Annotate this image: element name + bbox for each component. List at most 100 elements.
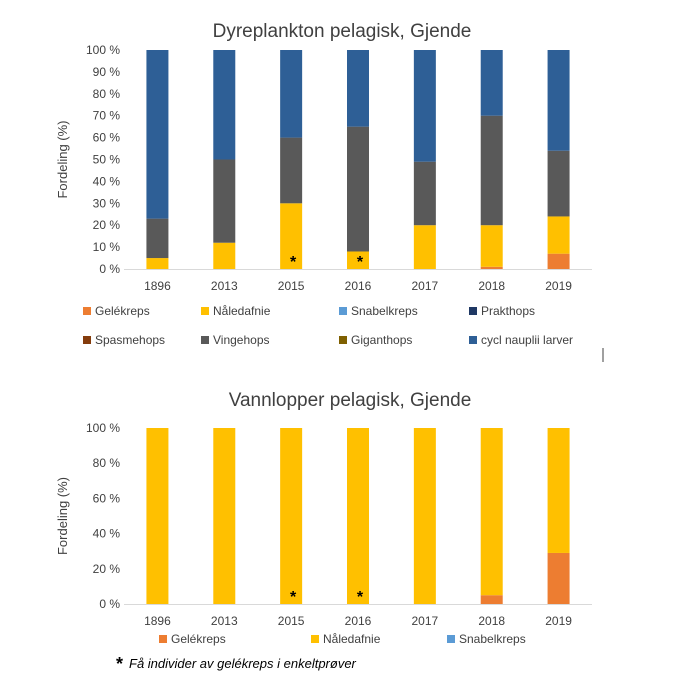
legend-label: Gelékreps [95,304,150,318]
bar-cycl-nauplii-larver-2017 [413,50,436,162]
bar-naledafnie-2013 [213,428,236,604]
footnote: * Få individer av gelékreps i enkeltprøv… [116,654,357,674]
bar-gelekreps-2018 [480,266,503,269]
x-tick-label: 2016 [345,614,372,628]
bar-naledafnie-2015 [280,203,303,269]
footnote-text: Få individer av gelékreps i enkeltprøver [129,656,357,671]
footnote-star: * [116,654,123,674]
bar-cycl-nauplii-larver-2015 [280,50,303,138]
x-tick-label: 2017 [412,614,439,628]
legend-swatch [339,307,347,315]
bar-naledafnie-1896 [146,428,169,604]
annotation-star-2015: * [290,254,297,271]
bar-vingehops-2019 [547,150,570,217]
legend-item-prakthops: Prakthops [469,304,535,318]
y-tick-label: 60 % [93,131,121,145]
x-tick-label: 1896 [144,279,171,293]
x-tick-label: 2019 [545,279,572,293]
y-axis-label: Fordeling (%) [55,477,70,555]
legend-item-cycl-nauplii-larver: cycl nauplii larver [469,333,573,347]
bar-vingehops-2013 [213,159,236,243]
legend-swatch [447,635,455,643]
bar-gelekreps-2019 [547,253,570,269]
x-tick-label: 2013 [211,279,238,293]
bar-naledafnie-2016 [347,428,369,604]
annotation-star-2016: * [357,589,364,606]
y-tick-label: 20 % [93,562,121,576]
y-tick-label: 70 % [93,109,121,123]
y-tick-label: 60 % [93,491,121,505]
legend-item-snabelkreps: Snabelkreps [339,304,418,318]
bar-cycl-nauplii-larver-2013 [213,50,236,160]
legend-swatch [469,336,477,344]
legend-swatch [201,336,209,344]
bar-cycl-nauplii-larver-1896 [146,50,169,219]
bar-vingehops-2015 [280,137,303,204]
x-tick-label: 2018 [478,279,505,293]
x-tick-label: 2015 [278,614,305,628]
legend-swatch [159,635,167,643]
y-tick-label: 20 % [93,218,121,232]
bar-cycl-nauplii-larver-2016 [347,50,369,127]
legend-item-spasmehops: Spasmehops [83,333,165,347]
legend-item-gelekreps: Gelékreps [159,632,226,646]
legend-item-snabelkreps: Snabelkreps [447,632,526,646]
bar-vingehops-2017 [413,161,436,226]
legend-item-gelekreps: Gelékreps [83,304,150,318]
y-tick-label: 0 % [99,597,120,611]
legend-label: Nåledafnie [213,304,271,318]
bar-cycl-nauplii-larver-2019 [547,50,570,151]
y-tick-label: 100 % [86,421,120,435]
chart-dyreplankton: Dyreplankton pelagisk, Gjende Fordeling (… [55,21,592,347]
x-tick-label: 2013 [211,614,238,628]
legend-swatch [201,307,209,315]
legend-label: cycl nauplii larver [481,333,573,347]
legend-label: Spasmehops [95,333,165,347]
y-tick-label: 80 % [93,456,121,470]
bar-naledafnie-2018 [480,428,503,596]
bar-naledafnie-2018 [480,225,503,267]
bar-naledafnie-2013 [213,242,236,269]
bar-naledafnie-2017 [413,225,436,269]
legend-item-naledafnie: Nåledafnie [311,632,381,646]
bar-cycl-nauplii-larver-2018 [480,50,503,116]
bar-naledafnie-2019 [547,428,570,553]
legend-label: Gelékreps [171,632,226,646]
chart-vannlopper: Vannlopper pelagisk, Gjende Fordeling (%)… [55,390,592,646]
legend-item-giganthops: Giganthops [339,333,412,347]
legend-swatch [339,336,347,344]
y-tick-label: 90 % [93,65,121,79]
legend-label: Snabelkreps [351,304,418,318]
bar-vingehops-1896 [146,218,169,259]
legend-swatch [469,307,477,315]
chart-title: Vannlopper pelagisk, Gjende [229,390,472,411]
legend-label: Snabelkreps [459,632,526,646]
legend-swatch [83,307,91,315]
bar-naledafnie-2017 [413,428,436,604]
legend-swatch [83,336,91,344]
bar-gelekreps-2018 [480,595,503,604]
y-tick-label: 80 % [93,87,121,101]
bar-naledafnie-1896 [146,258,169,269]
legend-item-naledafnie: Nåledafnie [201,304,271,318]
x-tick-label: 2016 [345,279,372,293]
bar-naledafnie-2015 [280,428,303,604]
bar-gelekreps-2019 [547,552,570,604]
x-tick-label: 2019 [545,614,572,628]
y-tick-label: 100 % [86,43,120,57]
legend-label: Prakthops [481,304,535,318]
y-tick-label: 10 % [93,240,121,254]
bar-naledafnie-2019 [547,216,570,254]
y-tick-label: 40 % [93,174,121,188]
bar-naledafnie-2016 [347,251,369,269]
y-tick-label: 0 % [99,262,120,276]
annotation-star-2015: * [290,589,297,606]
y-axis-label: Fordeling (%) [55,120,70,198]
legend-swatch [311,635,319,643]
y-tick-label: 40 % [93,527,121,541]
legend-item-vingehops: Vingehops [201,333,270,347]
y-tick-label: 30 % [93,196,121,210]
y-tick-label: 50 % [93,153,121,167]
chart-title: Dyreplankton pelagisk, Gjende [213,21,472,42]
